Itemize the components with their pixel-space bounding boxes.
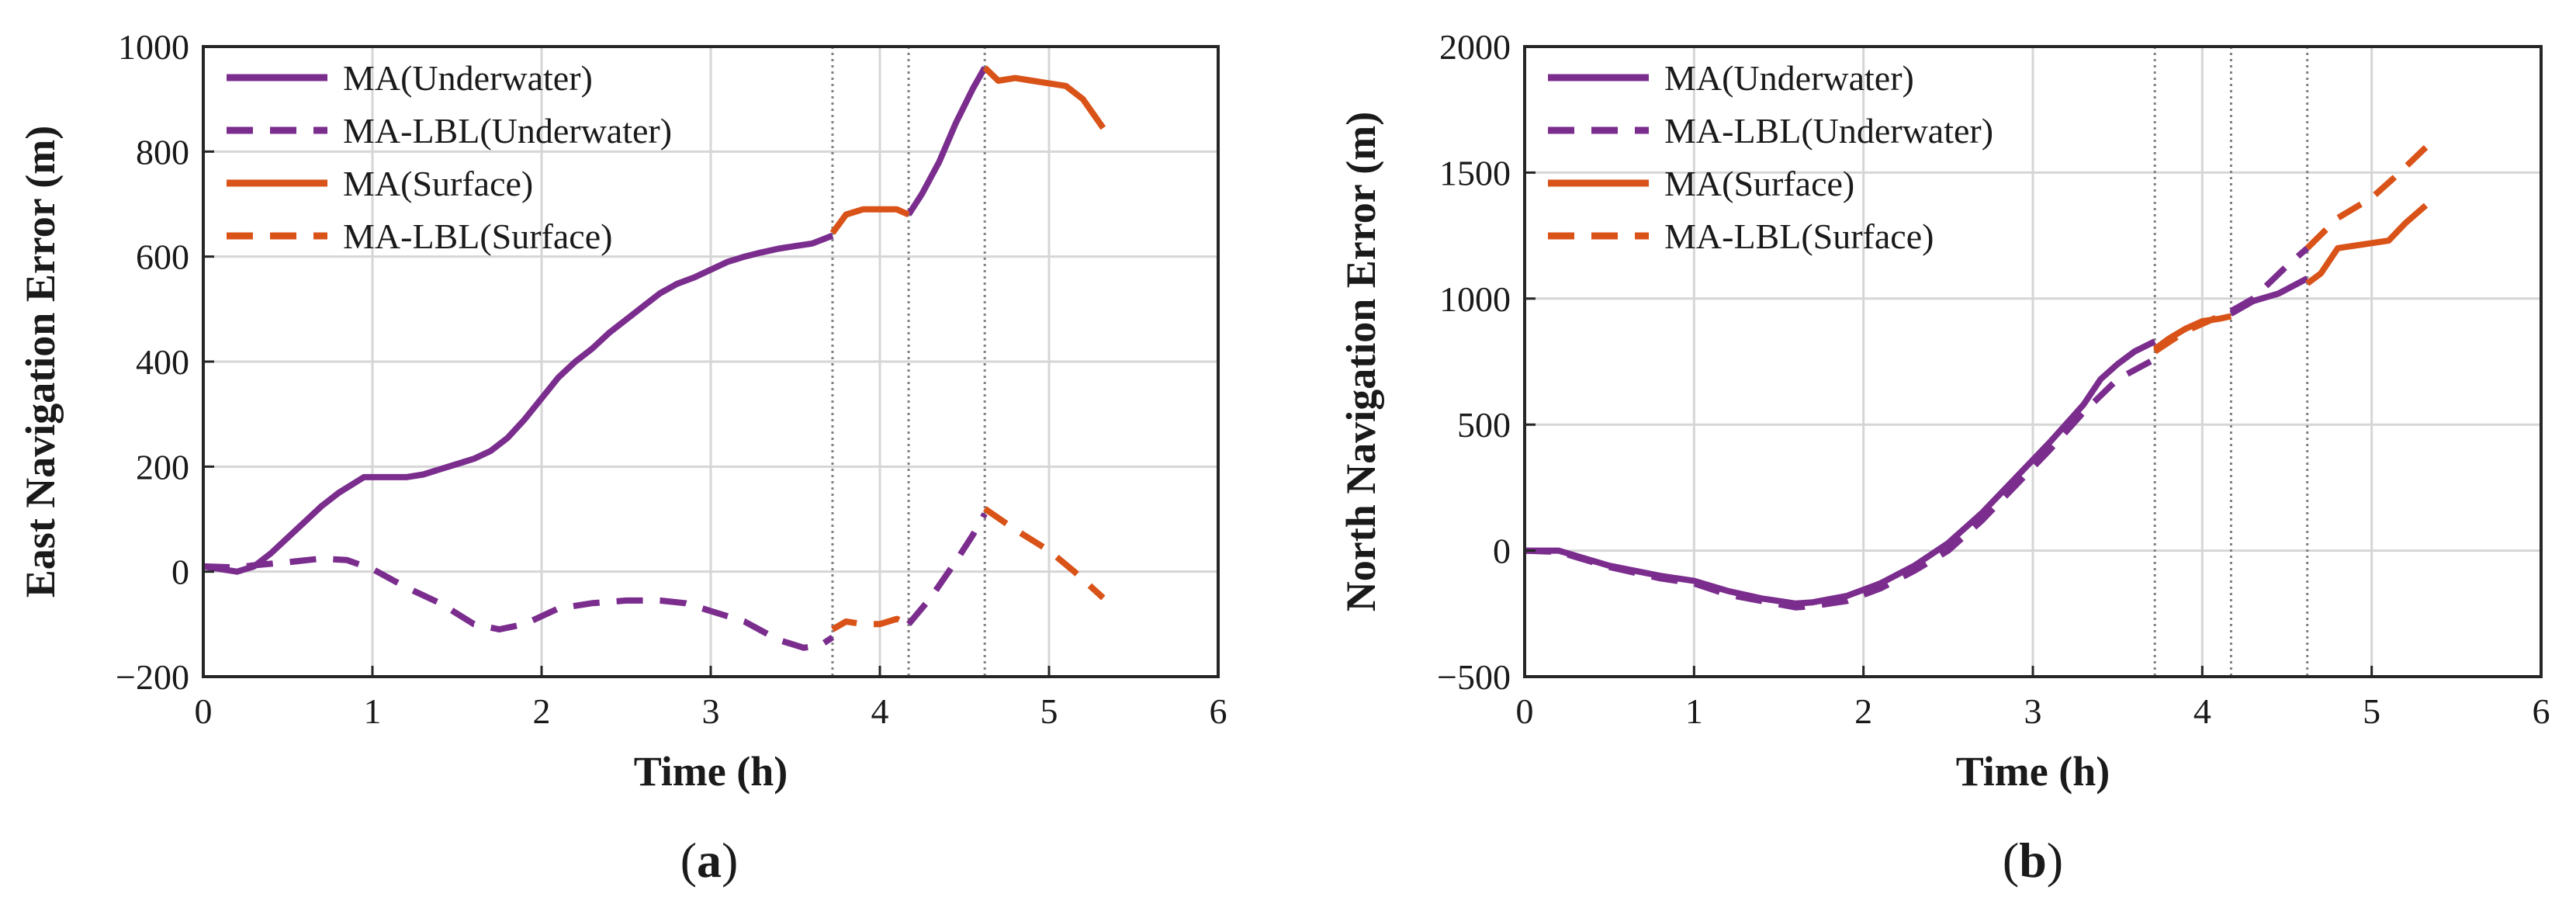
x-tick-label: 5 xyxy=(1040,691,1058,731)
y-tick-label: 200 xyxy=(136,447,189,487)
x-tick-label: 6 xyxy=(2533,691,2550,731)
x-tick-label: 4 xyxy=(871,691,889,731)
legend-label: MA(Underwater) xyxy=(1664,58,1914,98)
series-line xyxy=(2305,203,2429,286)
y-tick-label: 800 xyxy=(136,132,189,171)
x-tick-label: 0 xyxy=(1516,691,1534,731)
y-tick-label: 500 xyxy=(1457,405,1511,445)
x-tick-label: 1 xyxy=(1685,691,1703,731)
y-tick-label: 600 xyxy=(136,237,189,277)
legend-label: MA-LBL(Surface) xyxy=(1664,216,1934,256)
x-tick-label: 5 xyxy=(2363,691,2380,731)
series-line xyxy=(906,512,988,626)
y-axis-title: North Navigation Error (m) xyxy=(1338,112,1384,611)
x-tick-label: 4 xyxy=(2193,691,2211,731)
y-axis-title: East Navigation Error (m) xyxy=(17,126,64,598)
x-tick-label: 3 xyxy=(2024,691,2042,731)
x-tick-label: 1 xyxy=(364,691,382,731)
y-tick-label: 1000 xyxy=(118,27,189,67)
x-axis-title: Time (h) xyxy=(1956,748,2110,795)
legend-label: MA(Surface) xyxy=(1664,164,1854,203)
panel-label: (a) xyxy=(680,833,739,888)
series-line xyxy=(203,232,834,575)
series-line xyxy=(982,65,1106,130)
y-tick-label: 2000 xyxy=(1439,27,1511,67)
x-tick-label: 6 xyxy=(1210,691,1227,731)
series-line xyxy=(2229,245,2310,314)
legend-label: MA-LBL(Underwater) xyxy=(343,111,672,151)
x-axis-title: Time (h) xyxy=(634,748,788,795)
y-tick-label: 1000 xyxy=(1439,279,1511,319)
legend-label: MA-LBL(Underwater) xyxy=(1664,111,1993,151)
legend-label: MA-LBL(Surface) xyxy=(343,216,612,256)
x-tick-label: 2 xyxy=(1854,691,1872,731)
series-line xyxy=(203,555,835,651)
panel-label: (b) xyxy=(2003,833,2063,888)
series-line xyxy=(1524,356,2157,611)
legend-label: MA(Surface) xyxy=(343,164,533,203)
y-tick-label: 0 xyxy=(1493,532,1511,571)
x-tick-label: 0 xyxy=(195,691,213,731)
x-tick-label: 2 xyxy=(533,691,551,731)
y-tick-label: 0 xyxy=(171,552,189,592)
series-line xyxy=(2152,308,2233,355)
y-tick-label: −500 xyxy=(1437,657,1511,697)
y-tick-label: 400 xyxy=(136,342,189,382)
series-line xyxy=(982,506,1106,601)
y-tick-label: 1500 xyxy=(1439,153,1511,192)
y-tick-label: −200 xyxy=(116,657,189,697)
series-line xyxy=(905,66,988,216)
series-line xyxy=(830,615,910,632)
series-line xyxy=(829,206,910,235)
x-tick-label: 3 xyxy=(702,691,720,731)
legend-label: MA(Underwater) xyxy=(343,58,593,98)
